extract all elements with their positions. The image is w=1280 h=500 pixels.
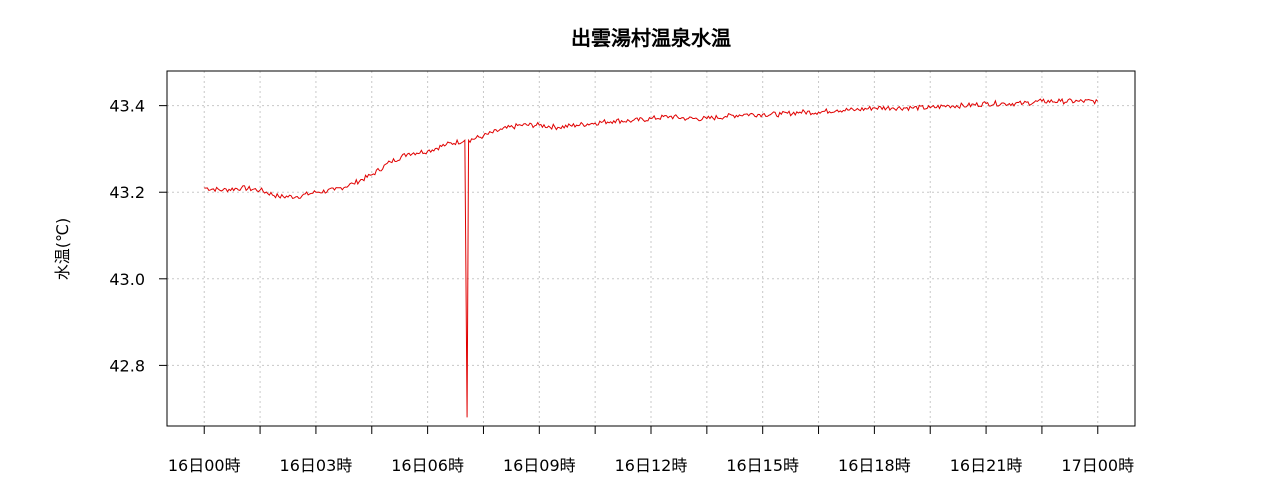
x-tick-label: 16日00時	[168, 456, 241, 475]
series-layer	[204, 97, 1099, 418]
y-axis: 42.8 43.0 43.2 43.4	[109, 97, 167, 375]
y-tick-label: 43.2	[109, 183, 145, 202]
x-tick-label: 16日03時	[280, 456, 353, 475]
x-tick-label: 16日18時	[838, 456, 911, 475]
x-tick-label: 16日21時	[950, 456, 1023, 475]
y-tick-label: 43.4	[109, 97, 145, 116]
y-axis-label: 水温(℃)	[53, 218, 72, 280]
series-line	[204, 97, 1099, 418]
y-tick-label: 42.8	[109, 356, 145, 375]
x-tick-label: 16日06時	[391, 456, 464, 475]
grid	[167, 71, 1135, 426]
chart-title: 出雲湯村温泉水温	[571, 26, 731, 50]
y-tick-label: 43.0	[109, 270, 145, 289]
x-axis: 16日00時 16日03時 16日06時 16日09時 16日12時 16日15時 16日1…	[168, 426, 1134, 475]
x-tick-label: 16日12時	[615, 456, 688, 475]
x-tick-label: 16日09時	[503, 456, 576, 475]
x-tick-label: 16日15時	[726, 456, 799, 475]
x-tick-label: 17日00時	[1061, 456, 1134, 475]
